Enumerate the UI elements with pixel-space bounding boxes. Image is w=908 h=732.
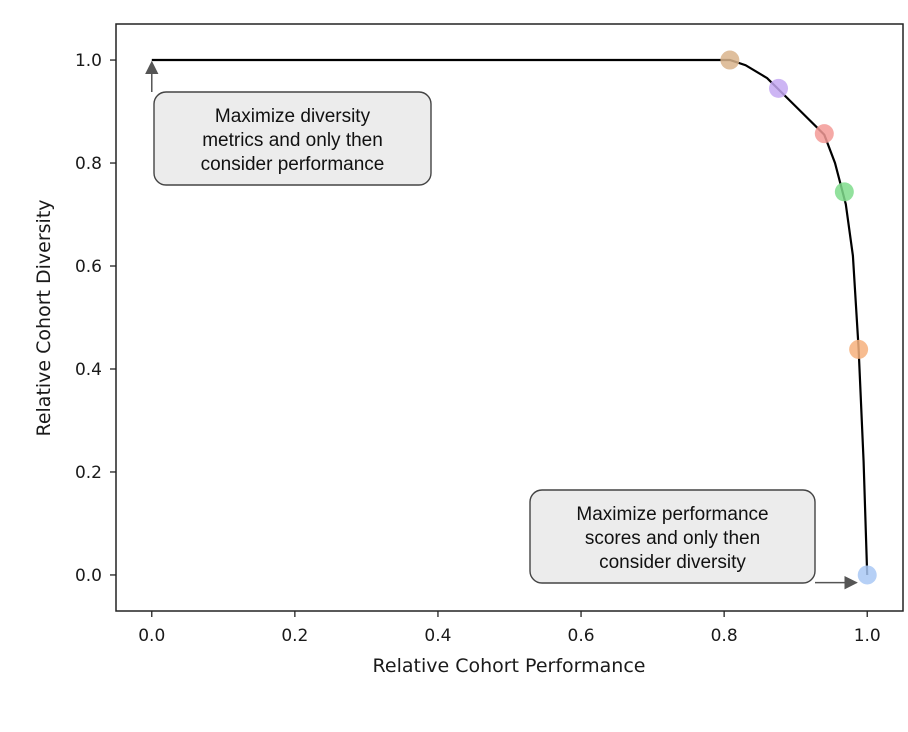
x-tick-label: 0.6 [568, 626, 595, 646]
data-point [814, 124, 834, 144]
y-tick-label: 1.0 [75, 51, 102, 71]
data-point [769, 78, 789, 98]
pareto-curve-line [151, 58, 869, 576]
plot-frame [115, 23, 904, 612]
data-point [857, 565, 877, 585]
x-tick-label: 0.4 [424, 626, 451, 646]
x-axis-ticks: 0.0 0.2 0.4 0.6 0.8 1.0 [138, 611, 881, 646]
x-axis-label: Relative Cohort Performance [373, 655, 646, 677]
y-tick-label: 0.6 [75, 257, 102, 277]
y-tick-label: 0.4 [75, 360, 102, 380]
y-axis-label: Relative Cohort Diversity [33, 199, 55, 436]
annotation-text-line: consider performance [201, 154, 385, 175]
x-tick-label: 1.0 [854, 626, 881, 646]
y-axis-ticks: 0.0 0.2 0.4 0.6 0.8 1.0 [75, 51, 116, 586]
annotation-frame [153, 91, 432, 186]
annotation-text-line: consider diversity [599, 552, 746, 573]
annotation-text-line: Maximize performance [576, 504, 768, 525]
annotation-box: Maximize diversity metrics and only then c… [145, 60, 432, 186]
data-points [720, 50, 877, 585]
annotation-text-line: scores and only then [585, 528, 760, 549]
annotation-box: Maximize performance scores and only then… [529, 489, 858, 590]
annotation-text-line: Maximize diversity [215, 106, 371, 127]
data-point [834, 182, 854, 202]
x-tick-label: 0.8 [711, 626, 738, 646]
annotation-text-line: metrics and only then [202, 130, 383, 151]
annotations: Maximize diversity metrics and only then c… [145, 60, 858, 590]
y-tick-label: 0.2 [75, 463, 102, 483]
data-point [720, 50, 740, 70]
x-tick-label: 0.0 [138, 626, 165, 646]
y-tick-label: 0.8 [75, 154, 102, 174]
y-tick-label: 0.0 [75, 566, 102, 586]
data-point [849, 339, 869, 359]
annotation-frame [529, 489, 816, 584]
x-tick-label: 0.2 [281, 626, 308, 646]
